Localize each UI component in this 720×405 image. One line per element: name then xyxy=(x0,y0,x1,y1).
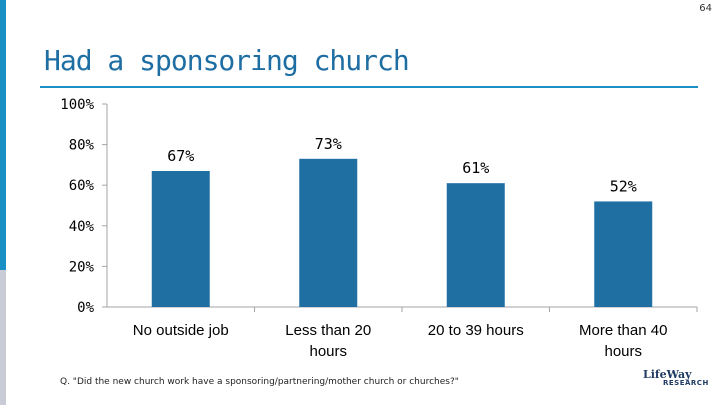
accent-bar-grey xyxy=(0,270,6,405)
bar xyxy=(446,183,505,307)
lifeway-research-logo: LifeWay RESEARCH xyxy=(643,368,713,400)
category-label: Less than 20 xyxy=(285,322,371,339)
y-tick-label: 20% xyxy=(69,259,95,275)
category-label: No outside job xyxy=(133,322,229,339)
page-title: Had a sponsoring church xyxy=(44,44,410,77)
y-tick-label: 40% xyxy=(69,219,95,235)
footnote: Q. "Did the new church work have a spons… xyxy=(60,377,459,387)
accent-bar-blue xyxy=(0,0,6,270)
bar-chart: 0% 20% 40% 60% 80% 100% 67% No outside job 73% Le… xyxy=(60,97,698,360)
bar xyxy=(151,170,210,307)
category-label: hours xyxy=(309,343,347,360)
logo-sub: RESEARCH xyxy=(663,379,709,387)
y-tick-label: 60% xyxy=(69,178,95,194)
category-label: 20 to 39 hours xyxy=(428,322,524,339)
data-label: 61% xyxy=(462,159,489,177)
category-label: More than 40 xyxy=(579,322,667,339)
page-number: 64 xyxy=(699,3,712,14)
data-label: 67% xyxy=(167,147,194,165)
y-tick-label: 0% xyxy=(77,300,94,316)
category-label: hours xyxy=(604,343,642,360)
title-rule xyxy=(40,86,698,88)
bar xyxy=(594,201,653,307)
y-tick-label: 80% xyxy=(69,138,95,154)
bar xyxy=(299,158,358,307)
logo-name: LifeWay xyxy=(643,368,692,381)
data-label: 52% xyxy=(610,177,637,195)
y-tick-label: 100% xyxy=(60,97,94,113)
data-label: 73% xyxy=(315,135,342,153)
